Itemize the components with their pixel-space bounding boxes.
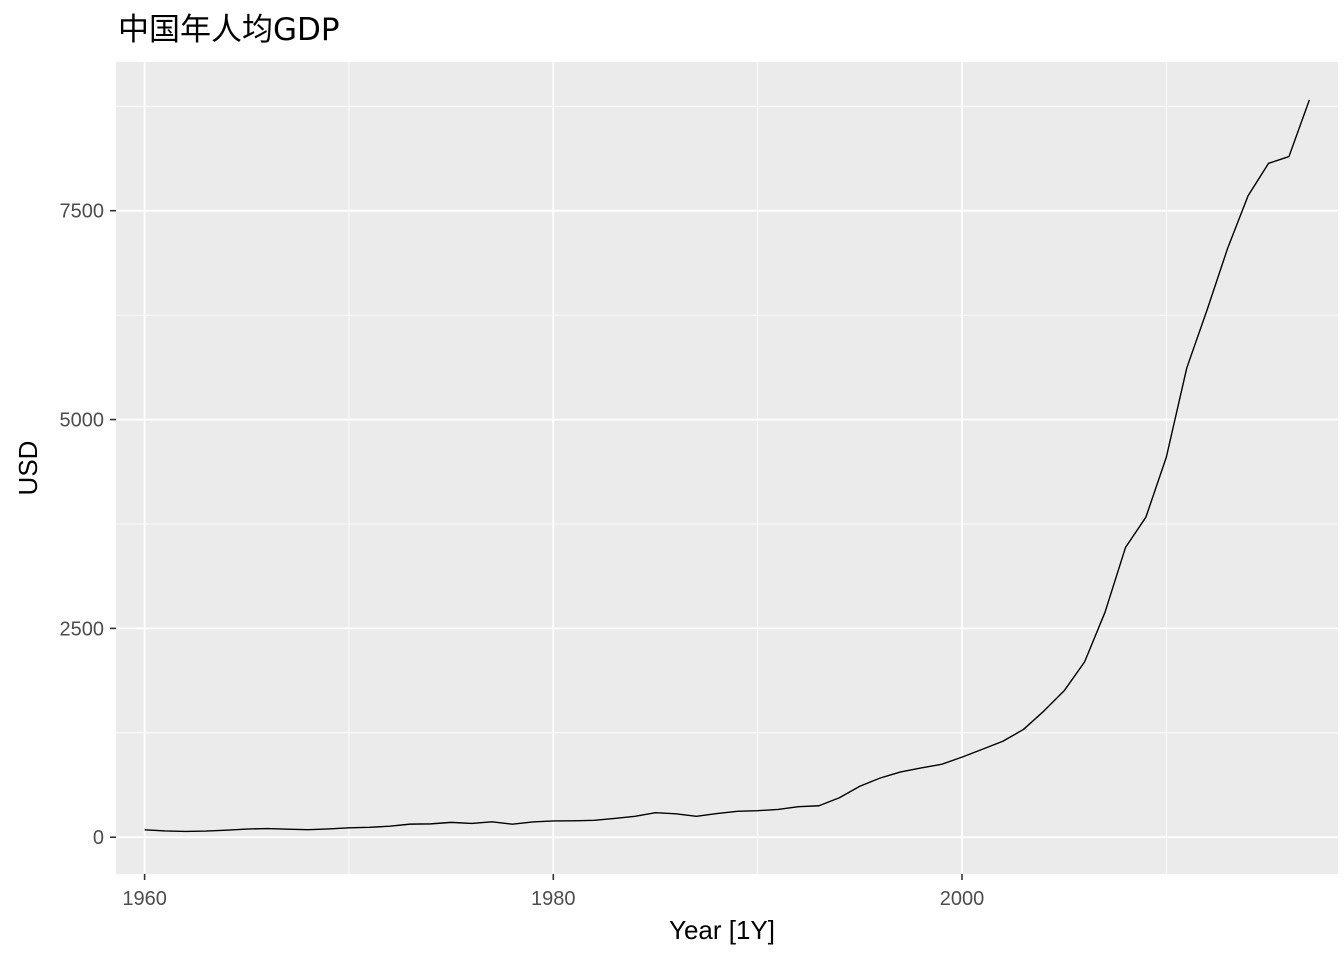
y-tick-label: 7500: [60, 201, 105, 223]
major-gridlines: [116, 62, 1338, 874]
y-tick-label: 0: [93, 827, 104, 849]
y-axis-title: USD: [13, 441, 43, 496]
x-tick-label: 2000: [940, 888, 985, 910]
plot-panel: [116, 62, 1338, 874]
y-axis: 0 2500 5000 7500: [60, 201, 116, 849]
y-tick-label: 2500: [60, 618, 105, 640]
x-axis: 1960 1980 2000: [122, 874, 984, 910]
x-tick-label: 1980: [531, 888, 576, 910]
series-line: [144, 99, 1311, 833]
chart-title: 中国年人均GDP: [118, 12, 340, 48]
x-axis-title: Year [1Y]: [669, 915, 775, 945]
x-tick-label: 1960: [122, 888, 167, 910]
minor-gridlines: [116, 62, 1338, 874]
y-tick-label: 5000: [60, 410, 105, 432]
